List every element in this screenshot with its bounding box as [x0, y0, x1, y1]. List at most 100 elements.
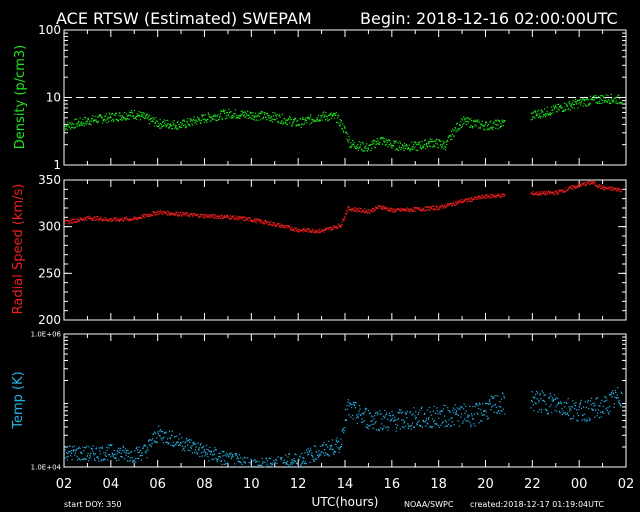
speed-data-point: [153, 212, 156, 214]
temp-data-point: [475, 403, 477, 405]
temp-data-point: [363, 420, 365, 422]
speed-data-point: [76, 217, 78, 220]
speed-data-point: [301, 229, 303, 232]
temp-data-point: [122, 449, 124, 452]
temp-data-point: [327, 446, 329, 448]
speed-data-point: [82, 219, 84, 221]
temp-data-point: [252, 460, 254, 462]
temp-data-point: [240, 457, 242, 459]
speed-data-point: [355, 207, 357, 209]
temp-data-point: [360, 421, 363, 423]
speed-data-point: [545, 191, 547, 193]
temp-data-point: [307, 448, 309, 450]
temp-data-point: [423, 421, 425, 423]
density-data-point: [296, 120, 298, 122]
temp-data-point: [398, 409, 401, 411]
temp-data-point: [146, 450, 148, 452]
speed-data-point: [105, 219, 107, 221]
temp-data-point: [194, 449, 196, 451]
speed-data-point: [169, 213, 171, 216]
temp-data-point: [487, 403, 489, 405]
temp-data-point: [225, 452, 227, 455]
temp-data-point: [581, 407, 583, 409]
temp-data-point: [394, 416, 396, 418]
density-data-point: [342, 130, 344, 132]
temp-data-point: [156, 441, 158, 443]
density-data-point: [106, 122, 108, 124]
speed-data-point: [473, 198, 475, 200]
speed-data-point: [324, 229, 327, 231]
temp-data-point: [449, 411, 451, 413]
temp-data-point: [553, 398, 555, 400]
temp-data-point: [306, 451, 308, 453]
density-data-point: [186, 121, 188, 123]
density-data-point: [567, 108, 570, 110]
density-data-point: [190, 118, 192, 120]
temp-data-point: [420, 424, 422, 426]
temp-data-point: [412, 422, 414, 424]
speed-data-point: [304, 229, 306, 231]
density-data-point: [280, 122, 282, 124]
density-data-point: [141, 112, 143, 114]
density-data-point: [120, 119, 122, 121]
temp-data-point: [450, 417, 452, 419]
speed-data-point: [289, 228, 291, 230]
temp-data-point: [340, 446, 342, 448]
temp-data-point: [205, 444, 208, 446]
speed-data-point: [620, 191, 622, 193]
density-data-point: [501, 120, 504, 123]
temp-data-point: [404, 412, 407, 414]
speed-data-point: [468, 198, 470, 200]
density-data-point: [126, 118, 128, 120]
temp-data-point: [403, 422, 405, 424]
temp-data-point: [192, 442, 194, 444]
temp-data-point: [397, 418, 400, 420]
density-data-point: [563, 102, 565, 104]
speed-data-point: [357, 208, 359, 210]
x-tick-label: 20: [477, 477, 494, 492]
temp-data-point: [381, 418, 383, 420]
density-data-point: [588, 104, 590, 106]
speed-data-point: [571, 185, 573, 187]
density-data-point: [264, 112, 266, 114]
temp-data-point: [82, 446, 84, 448]
speed-data-point: [494, 196, 497, 198]
temp-data-point: [582, 414, 584, 416]
density-data-point: [123, 117, 125, 119]
density-data-point: [436, 139, 438, 141]
speed-data-point: [250, 219, 253, 221]
density-data-point: [153, 117, 155, 119]
speed-data-point: [392, 208, 394, 210]
speed-data-point: [183, 212, 185, 214]
density-data-point: [288, 116, 290, 118]
temp-data-point: [427, 423, 429, 425]
density-data-point: [284, 122, 286, 124]
temp-data-point: [361, 412, 364, 414]
speed-data-point: [161, 211, 163, 213]
speed-data-point: [302, 231, 304, 233]
density-data-point: [452, 128, 454, 130]
temp-data-point: [463, 403, 465, 405]
temp-data-point: [404, 421, 406, 423]
speed-data-point: [192, 213, 194, 215]
speed-data-point: [221, 214, 223, 216]
speed-data-point: [226, 215, 228, 217]
temp-data-point: [437, 413, 439, 415]
density-data-point: [379, 141, 381, 143]
speed-data-point: [269, 221, 271, 224]
density-data-point: [237, 115, 239, 117]
chart-begin-time: Begin: 2018-12-16 02:00:00UTC: [360, 9, 618, 28]
temp-data-point: [384, 409, 386, 411]
density-data-point: [278, 115, 280, 117]
speed-data-point: [69, 222, 71, 224]
density-data-point: [76, 125, 78, 127]
temp-data-point: [329, 445, 331, 447]
temp-data-point: [379, 410, 381, 412]
density-data-point: [417, 149, 419, 151]
density-data-point: [550, 114, 552, 116]
speed-data-point: [446, 202, 448, 205]
temp-data-point: [587, 399, 589, 402]
speed-data-point: [283, 227, 285, 229]
speed-data-point: [156, 211, 158, 214]
speed-data-point: [419, 208, 422, 210]
